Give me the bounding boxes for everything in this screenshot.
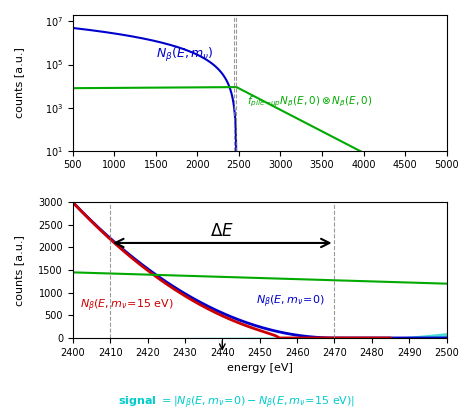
Text: $f_{pile\!-\!up}N_\beta(E,0)\otimes N_\beta(E,0)$: $f_{pile\!-\!up}N_\beta(E,0)\otimes N_\b… — [247, 94, 373, 109]
X-axis label: energy [eV]: energy [eV] — [227, 363, 292, 373]
Text: signal $= |N_\beta(E,m_\nu\!=\!0) - N_\beta(E,m_\nu\!=\!15\ \mathrm{eV})|$: signal $= |N_\beta(E,m_\nu\!=\!0) - N_\b… — [118, 394, 356, 411]
Y-axis label: counts [a.u.]: counts [a.u.] — [14, 235, 24, 306]
Text: $N_\beta(E,m_\nu)$: $N_\beta(E,m_\nu)$ — [156, 46, 213, 64]
Text: $N_\beta(E,m_\nu\!=\!15\ \mathrm{eV})$: $N_\beta(E,m_\nu\!=\!15\ \mathrm{eV})$ — [80, 298, 174, 314]
Text: $N_\beta(E,m_\nu\!=\!0)$: $N_\beta(E,m_\nu\!=\!0)$ — [256, 293, 325, 310]
Text: $\Delta E$: $\Delta E$ — [210, 222, 234, 240]
Y-axis label: counts [a.u.]: counts [a.u.] — [14, 47, 24, 118]
